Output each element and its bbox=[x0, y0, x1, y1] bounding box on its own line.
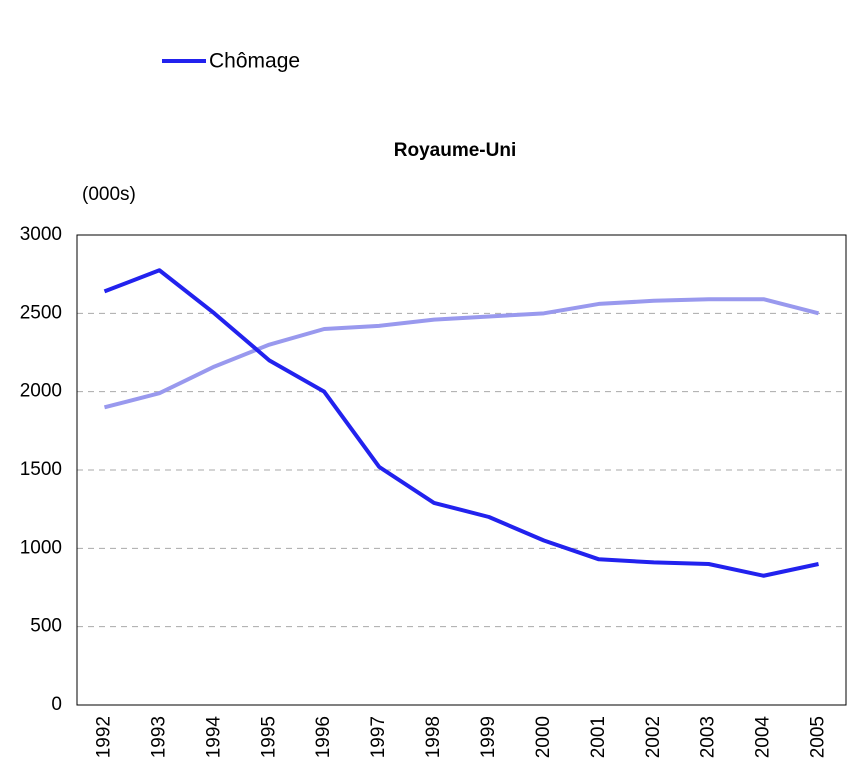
y-axis-label: (000s) bbox=[82, 184, 136, 205]
x-tick-label: 1994 bbox=[203, 716, 224, 759]
y-tick-label: 500 bbox=[30, 616, 62, 637]
x-tick-label: 1995 bbox=[258, 716, 279, 758]
x-tick-label: 2000 bbox=[533, 716, 554, 758]
x-tick-label: 2005 bbox=[808, 716, 829, 758]
x-tick-label: 2004 bbox=[753, 716, 774, 759]
x-tick-label: 2002 bbox=[643, 716, 664, 758]
y-tick-label: 3000 bbox=[20, 224, 62, 245]
x-tick-label: 2003 bbox=[698, 716, 719, 758]
x-tick-label: 1999 bbox=[478, 716, 499, 758]
x-tick-label: 1996 bbox=[313, 716, 334, 758]
x-tick-label: 1997 bbox=[368, 716, 389, 758]
y-tick-label: 1000 bbox=[20, 537, 62, 558]
series-line bbox=[103, 297, 820, 410]
y-tick-label: 0 bbox=[51, 694, 62, 715]
x-tick-label: 1993 bbox=[148, 716, 169, 758]
plot-frame bbox=[76, 234, 847, 706]
y-tick-label: 1500 bbox=[20, 459, 62, 480]
y-tick-label: 2000 bbox=[20, 381, 62, 402]
x-tick-label: 1992 bbox=[93, 716, 114, 758]
chart-title: Royaume-Uni bbox=[394, 140, 516, 161]
y-tick-label: 2500 bbox=[20, 302, 62, 323]
series-line bbox=[103, 268, 819, 578]
legend-label: Chômage bbox=[209, 50, 300, 73]
x-tick-label: 1998 bbox=[423, 716, 444, 758]
x-tick-label: 2001 bbox=[588, 716, 609, 758]
